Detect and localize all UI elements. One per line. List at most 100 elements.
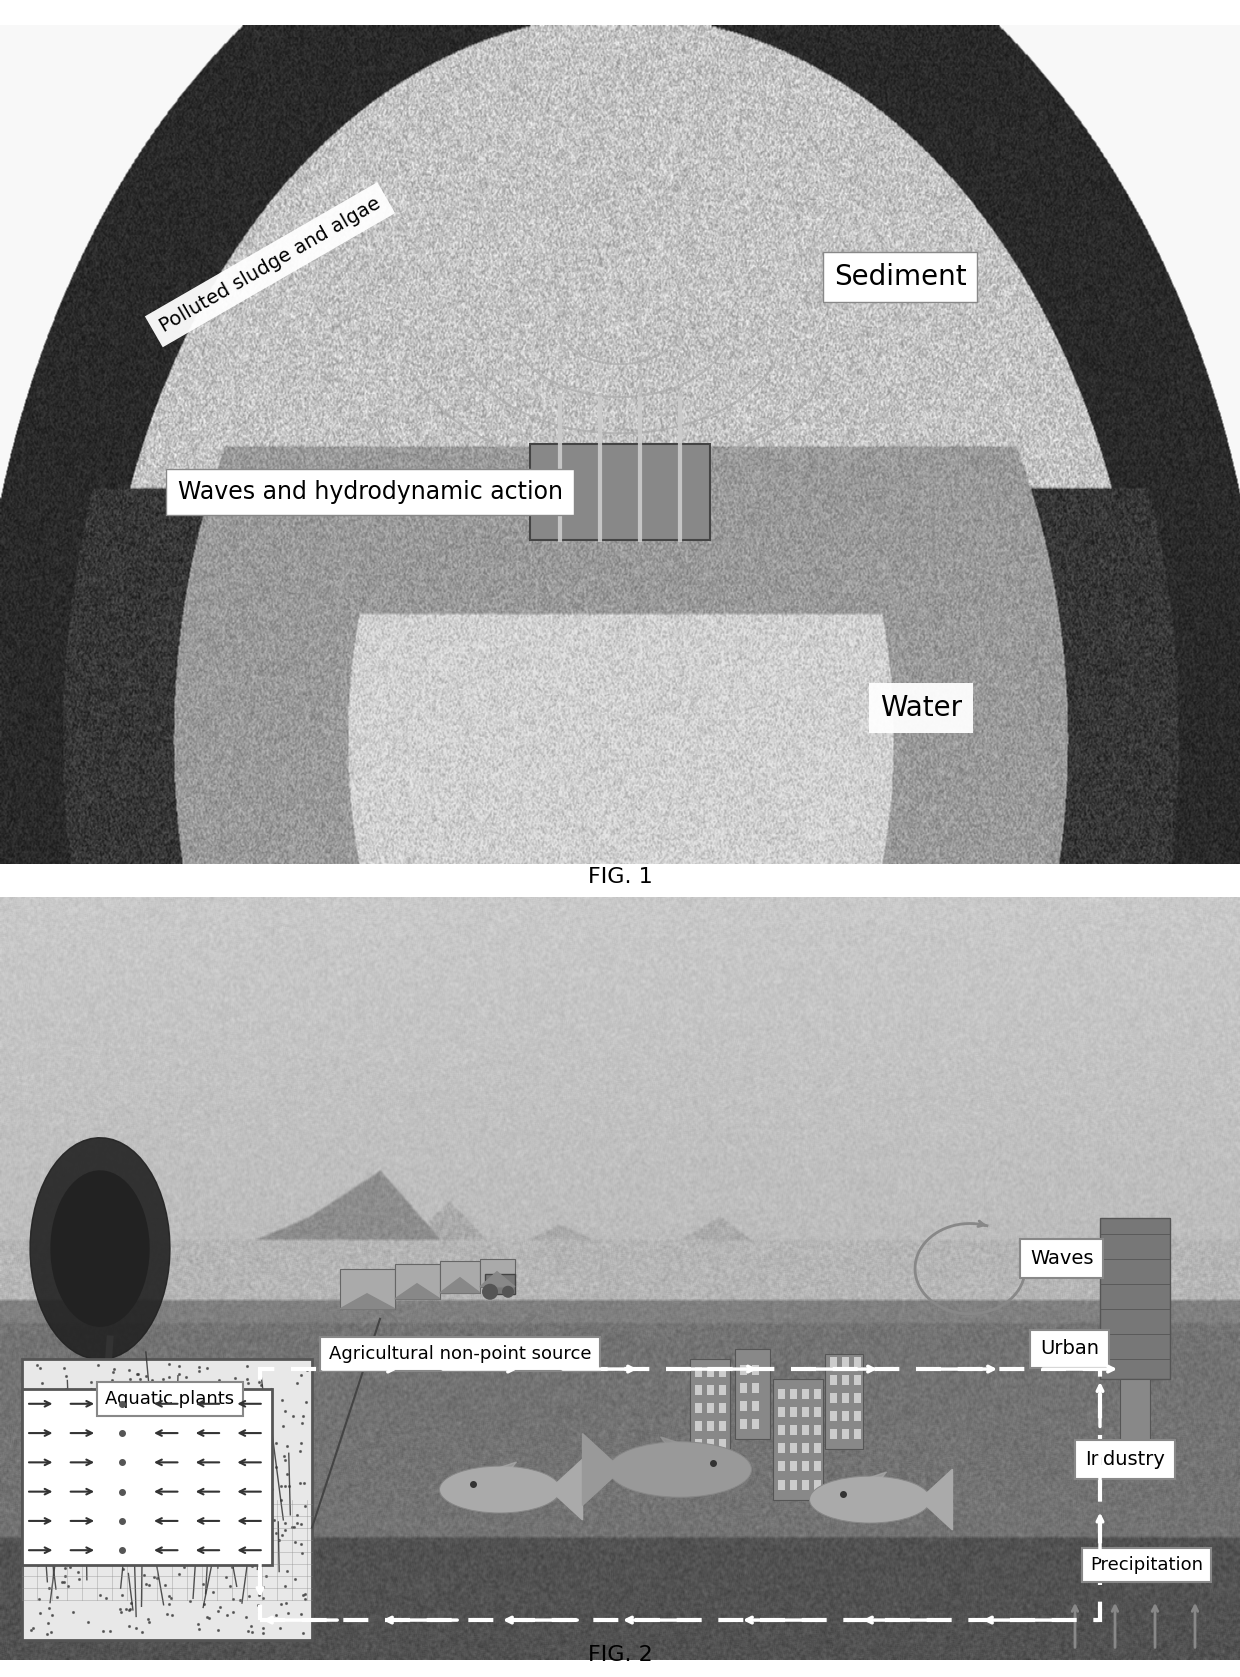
Bar — [790, 1407, 797, 1417]
Bar — [480, 1259, 515, 1286]
Bar — [825, 1353, 863, 1449]
Bar — [813, 1389, 821, 1399]
Bar — [802, 1444, 808, 1454]
Text: Agricultural non-point source: Agricultural non-point source — [329, 1345, 591, 1363]
Bar — [751, 1402, 759, 1412]
Polygon shape — [480, 1271, 515, 1286]
Bar — [842, 1375, 849, 1385]
Bar — [790, 1425, 797, 1436]
Bar — [1100, 1219, 1171, 1378]
Polygon shape — [396, 1283, 440, 1298]
Polygon shape — [583, 1434, 621, 1506]
Bar — [802, 1407, 808, 1417]
Bar — [790, 1479, 797, 1489]
Text: Waves and hydrodynamic action: Waves and hydrodynamic action — [177, 480, 563, 505]
Bar — [777, 1479, 785, 1489]
Text: FIG. 2: FIG. 2 — [588, 1645, 652, 1665]
Bar — [830, 1357, 837, 1367]
Bar — [842, 1412, 849, 1422]
Bar — [802, 1389, 808, 1399]
Bar — [790, 1461, 797, 1471]
Bar — [842, 1429, 849, 1439]
Polygon shape — [51, 1171, 149, 1327]
Bar — [707, 1385, 714, 1395]
Bar — [740, 1384, 746, 1394]
Polygon shape — [661, 1437, 687, 1469]
Bar — [790, 1389, 797, 1399]
Bar — [719, 1404, 725, 1414]
Bar — [830, 1412, 837, 1422]
Bar — [719, 1367, 725, 1377]
Bar — [694, 1404, 702, 1414]
Text: Sediment: Sediment — [833, 263, 966, 290]
Bar — [790, 1444, 797, 1454]
Bar — [813, 1479, 821, 1489]
Circle shape — [502, 1286, 515, 1298]
Bar — [842, 1394, 849, 1404]
Text: Waves: Waves — [1030, 1249, 1094, 1268]
Bar — [830, 1394, 837, 1404]
FancyBboxPatch shape — [22, 1358, 312, 1640]
Ellipse shape — [439, 1466, 560, 1513]
Bar — [802, 1461, 808, 1471]
Circle shape — [482, 1283, 498, 1300]
Bar — [777, 1461, 785, 1471]
Polygon shape — [864, 1472, 887, 1499]
Ellipse shape — [810, 1476, 930, 1523]
Bar — [440, 1261, 480, 1293]
Bar — [396, 1264, 440, 1298]
Bar — [735, 1348, 770, 1439]
Text: Urban: Urban — [1040, 1340, 1099, 1358]
Polygon shape — [340, 1293, 396, 1308]
Polygon shape — [30, 1137, 170, 1360]
Bar — [22, 1389, 272, 1565]
Bar — [802, 1479, 808, 1489]
Bar — [694, 1439, 702, 1449]
Bar — [854, 1429, 861, 1439]
Bar — [719, 1422, 725, 1432]
Bar — [694, 1367, 702, 1377]
Bar — [740, 1402, 746, 1412]
Bar — [854, 1375, 861, 1385]
Bar — [854, 1357, 861, 1367]
Bar — [707, 1422, 714, 1432]
Bar — [854, 1412, 861, 1422]
Bar — [751, 1419, 759, 1429]
Bar — [740, 1365, 746, 1375]
Bar — [694, 1385, 702, 1395]
Polygon shape — [495, 1462, 517, 1489]
Bar — [719, 1385, 725, 1395]
Ellipse shape — [609, 1442, 751, 1498]
Bar — [751, 1365, 759, 1375]
Bar — [813, 1461, 821, 1471]
Bar — [813, 1407, 821, 1417]
Text: Precipitation: Precipitation — [1090, 1556, 1203, 1573]
Bar — [830, 1429, 837, 1439]
Bar — [751, 1384, 759, 1394]
Bar — [777, 1407, 785, 1417]
Bar — [854, 1394, 861, 1404]
Bar — [1120, 1378, 1149, 1459]
Bar — [740, 1419, 746, 1429]
Bar — [773, 1378, 823, 1499]
Bar — [340, 1269, 396, 1308]
Text: Polluted sludge and algae: Polluted sludge and algae — [156, 193, 383, 335]
Bar — [777, 1389, 785, 1399]
Bar — [485, 1275, 515, 1293]
Text: FIG. 1: FIG. 1 — [588, 867, 652, 887]
Bar — [529, 444, 711, 540]
Bar — [777, 1444, 785, 1454]
Polygon shape — [920, 1469, 952, 1529]
Bar — [689, 1358, 730, 1459]
Polygon shape — [549, 1459, 583, 1519]
Bar — [707, 1439, 714, 1449]
Bar — [802, 1425, 808, 1436]
Bar — [707, 1404, 714, 1414]
Bar — [830, 1375, 837, 1385]
Text: Industry: Industry — [1085, 1451, 1164, 1469]
Bar — [777, 1425, 785, 1436]
Bar — [813, 1444, 821, 1454]
Text: Aquatic plants: Aquatic plants — [105, 1390, 234, 1409]
Bar — [719, 1439, 725, 1449]
Text: Water: Water — [880, 694, 962, 721]
